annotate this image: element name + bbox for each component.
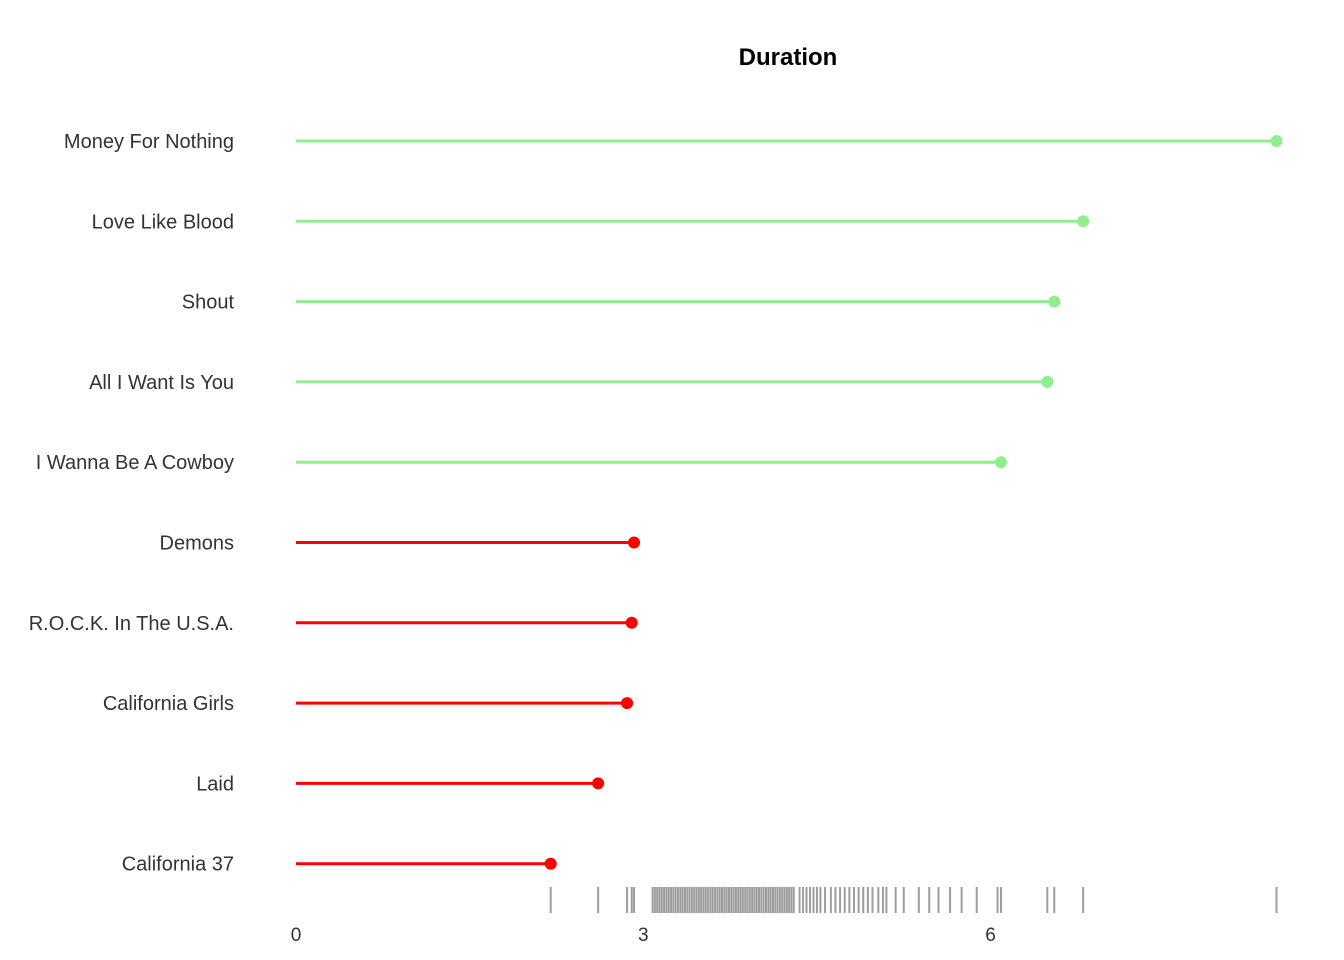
- lollipop-dot: [592, 777, 605, 790]
- lollipop-dot: [621, 697, 634, 710]
- lollipop-dot: [544, 857, 557, 870]
- lollipop-dot: [1048, 295, 1061, 308]
- lollipop-dot: [625, 616, 638, 629]
- category-label: I Wanna Be A Cowboy: [36, 452, 234, 474]
- category-label: California 37: [122, 854, 234, 876]
- lollipop-dot: [995, 456, 1008, 469]
- x-axis-ticks: 0 3 6: [291, 925, 996, 946]
- category-label: Demons: [160, 533, 234, 555]
- lollipop-dot: [1041, 375, 1054, 388]
- category-label: All I Want Is You: [89, 372, 234, 394]
- category-label: Love Like Blood: [92, 211, 234, 233]
- lollipop-dot: [1077, 215, 1090, 228]
- x-tick-label: 3: [638, 925, 649, 946]
- lollipop-dot: [628, 536, 641, 549]
- chart-title: Duration: [739, 44, 838, 71]
- x-tick-label: 6: [985, 925, 996, 946]
- rug-marks: [549, 887, 1278, 913]
- category-label: Money For Nothing: [64, 131, 234, 153]
- lollipop-dot: [1270, 135, 1283, 147]
- lollipop-series: Money For Nothing Love Like Blood Shout All…: [29, 131, 1283, 876]
- x-tick-label: 0: [291, 925, 302, 946]
- category-label: California Girls: [103, 693, 234, 715]
- category-label: R.O.C.K. In The U.S.A.: [29, 613, 234, 635]
- category-label: Laid: [196, 773, 234, 795]
- category-label: Shout: [182, 292, 235, 314]
